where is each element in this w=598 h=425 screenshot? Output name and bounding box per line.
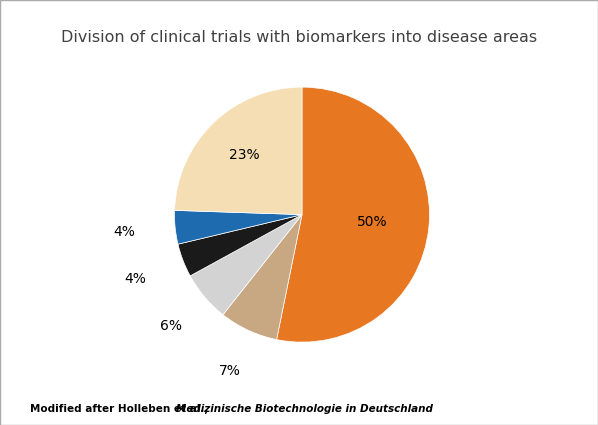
Wedge shape	[223, 215, 302, 340]
Wedge shape	[190, 215, 302, 314]
Text: 50%: 50%	[356, 215, 387, 229]
Text: 4%: 4%	[114, 226, 135, 240]
Wedge shape	[175, 87, 302, 215]
Text: 7%: 7%	[219, 364, 240, 378]
Text: Medizinische Biotechnologie in Deutschland: Medizinische Biotechnologie in Deutschla…	[176, 404, 434, 414]
Text: Division of clinical trials with biomarkers into disease areas: Division of clinical trials with biomark…	[61, 30, 537, 45]
Text: 6%: 6%	[160, 319, 182, 333]
Text: 23%: 23%	[229, 148, 260, 162]
Wedge shape	[178, 215, 302, 276]
Wedge shape	[277, 87, 429, 342]
Wedge shape	[175, 210, 302, 244]
Text: 4%: 4%	[124, 272, 147, 286]
Text: Modified after Holleben et al.,: Modified after Holleben et al.,	[30, 404, 212, 414]
